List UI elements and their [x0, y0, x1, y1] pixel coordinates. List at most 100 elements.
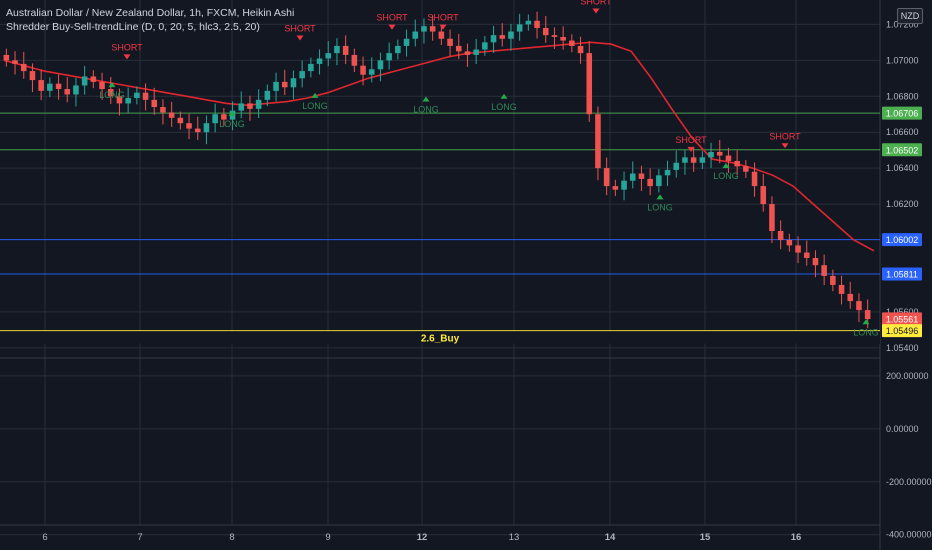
- price-tick-label: 1.05400: [886, 343, 919, 353]
- short-signal-label: SHORT: [675, 135, 707, 145]
- candle-body: [334, 45, 340, 54]
- candle-body: [316, 58, 323, 64]
- candle-body: [64, 89, 71, 95]
- candle-body: [447, 38, 453, 46]
- candle-body: [264, 90, 271, 100]
- candle-body: [560, 36, 566, 41]
- candle-body: [856, 301, 862, 311]
- time-tick-label: 8: [229, 532, 234, 543]
- short-signal-label: SHORT: [580, 0, 612, 6]
- candle-body: [847, 293, 854, 302]
- candle-body: [716, 151, 723, 156]
- price-label-text: 1.05496: [886, 326, 919, 336]
- short-signal-label: SHORT: [284, 23, 316, 33]
- candle-body: [838, 284, 845, 294]
- candle-body: [160, 107, 166, 113]
- candle-body: [812, 257, 819, 266]
- candle-body: [769, 204, 775, 232]
- price-label-text: 1.06502: [886, 145, 919, 155]
- oscillator-tick-label: -200.00000: [886, 477, 932, 487]
- trend-ma-line: [3, 41, 875, 252]
- long-arrow-icon: [311, 92, 319, 98]
- long-signal-label: LONG: [99, 90, 125, 100]
- candle-body: [3, 54, 10, 61]
- candle-body: [508, 31, 514, 39]
- candle-body: [142, 92, 149, 100]
- price-label-box: [882, 312, 922, 326]
- long-arrow-icon: [722, 162, 730, 168]
- price-tick-label: 1.07000: [886, 55, 919, 65]
- long-arrow-icon: [656, 194, 664, 200]
- candle-body: [342, 45, 349, 55]
- candle-body: [603, 168, 610, 187]
- price-tick-label: 1.06200: [886, 199, 919, 209]
- candle-body: [203, 123, 210, 133]
- long-signal-label: LONG: [219, 119, 245, 129]
- chart-legend: Australian Dollar / New Zealand Dollar, …: [6, 6, 294, 34]
- candle-body: [743, 166, 749, 172]
- oscillator-tick-label: 200.00000: [886, 371, 929, 381]
- long-arrow-icon: [422, 96, 430, 102]
- candle-body: [499, 35, 506, 39]
- candle-body: [864, 310, 871, 320]
- candle-body: [377, 60, 384, 70]
- candle-body: [12, 60, 18, 64]
- candle-body: [734, 160, 740, 167]
- time-tick-label: 9: [325, 532, 330, 543]
- candle-body: [247, 103, 253, 109]
- long-arrow-icon: [500, 93, 508, 99]
- candle-body: [212, 114, 218, 124]
- candle-body: [351, 54, 358, 66]
- candle-body: [516, 24, 523, 32]
- short-arrow-icon: [388, 24, 396, 30]
- candle-body: [429, 26, 436, 32]
- candle-body: [125, 98, 131, 104]
- candle-body: [99, 81, 105, 90]
- candle-body: [595, 114, 601, 169]
- candle-body: [438, 31, 445, 39]
- price-label-text: 1.06002: [886, 235, 919, 245]
- candle-body: [386, 53, 392, 61]
- price-label-text: 1.05561: [886, 314, 919, 324]
- candle-body: [38, 80, 44, 91]
- candle-body: [821, 265, 827, 276]
- short-arrow-icon: [439, 24, 447, 30]
- long-signal-label: LONG: [713, 171, 739, 181]
- price-label-box: [882, 324, 922, 338]
- candle-body: [81, 76, 88, 86]
- time-tick-label: 16: [791, 532, 802, 543]
- short-arrow-icon: [687, 146, 695, 152]
- candle-body: [273, 81, 279, 91]
- buy-level-label: 2.6_Buy: [421, 334, 460, 345]
- oscillator-tick-label: 0.00000: [886, 424, 919, 434]
- candle-body: [612, 186, 619, 190]
- indicator-title: Shredder Buy-Sell-trendLine (D, 0, 20, 5…: [6, 21, 260, 33]
- candle-body: [299, 71, 305, 79]
- long-arrow-icon: [862, 319, 870, 325]
- candle-body: [777, 231, 784, 240]
- candle-body: [255, 99, 262, 109]
- price-label-text: 1.06706: [886, 109, 919, 119]
- price-tick-label: 1.07200: [886, 19, 919, 29]
- candle-body: [647, 178, 653, 187]
- candle-body: [151, 99, 158, 108]
- short-signal-label: SHORT: [376, 13, 408, 23]
- candle-body: [186, 123, 192, 129]
- candle-body: [830, 275, 836, 285]
- candle-body: [551, 35, 558, 37]
- currency-badge[interactable]: NZD: [897, 8, 923, 24]
- long-signal-label: LONG: [302, 101, 328, 111]
- candle-body: [751, 171, 758, 187]
- candle-body: [673, 162, 680, 170]
- candle-body: [699, 157, 706, 163]
- candle-body: [629, 173, 636, 181]
- candle-body: [525, 20, 532, 25]
- candle-body: [708, 151, 714, 158]
- candle-body: [664, 169, 671, 176]
- short-arrow-icon: [781, 143, 789, 149]
- candle-body: [395, 45, 401, 54]
- long-signal-label: LONG: [853, 327, 879, 337]
- candle-body: [168, 112, 175, 118]
- candle-body: [786, 240, 793, 246]
